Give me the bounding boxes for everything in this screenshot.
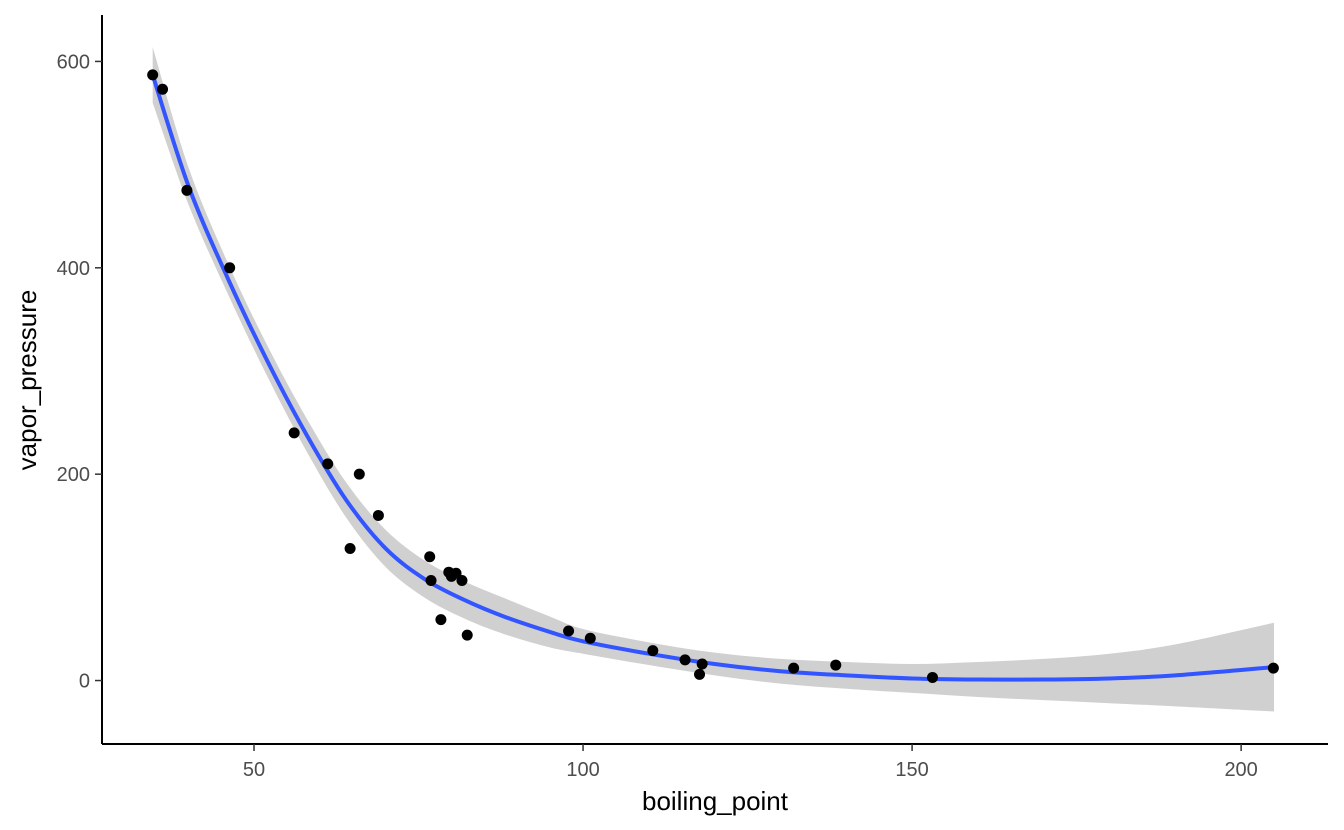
data-point (647, 645, 659, 657)
axes-layer (101, 15, 1328, 745)
data-point (353, 468, 365, 480)
y-tick-label: 200 (57, 464, 90, 486)
confidence-band (152, 46, 1275, 712)
x-tick-label: 150 (895, 759, 928, 781)
x-tick-label: 100 (566, 759, 599, 781)
y-tick-label: 600 (57, 51, 90, 73)
data-point (1267, 662, 1279, 674)
x-tick-label: 200 (1224, 759, 1257, 781)
data-point (147, 69, 159, 81)
y-axis-title: vapor_pressure (12, 290, 42, 471)
x-axis-title: boiling_point (642, 786, 789, 816)
data-point (288, 427, 300, 439)
data-point (372, 509, 384, 521)
data-point (694, 668, 706, 680)
confidence-band-layer (152, 46, 1275, 712)
y-tick-label: 0 (79, 671, 90, 693)
y-tick-label: 400 (57, 258, 90, 280)
data-point (679, 654, 691, 666)
y-ticks: 0 200 400 600 (57, 51, 102, 693)
smooth-line-layer (150, 74, 1275, 682)
data-point (456, 574, 468, 586)
data-point (696, 658, 708, 670)
data-point (157, 83, 169, 95)
data-point (584, 632, 596, 644)
points-layer (147, 69, 1279, 683)
x-ticks: 50 100 150 200 (243, 744, 1258, 781)
data-point (424, 551, 436, 563)
data-point (461, 629, 473, 641)
data-point (830, 659, 842, 671)
data-point (788, 662, 800, 674)
data-point (224, 262, 236, 274)
data-point (435, 614, 447, 626)
data-point (344, 542, 356, 554)
x-tick-label: 50 (243, 759, 265, 781)
data-point (926, 671, 938, 683)
data-point (563, 625, 575, 637)
data-point (322, 458, 334, 470)
data-point (425, 574, 437, 586)
data-point (181, 184, 193, 196)
smooth-line (150, 74, 1275, 682)
